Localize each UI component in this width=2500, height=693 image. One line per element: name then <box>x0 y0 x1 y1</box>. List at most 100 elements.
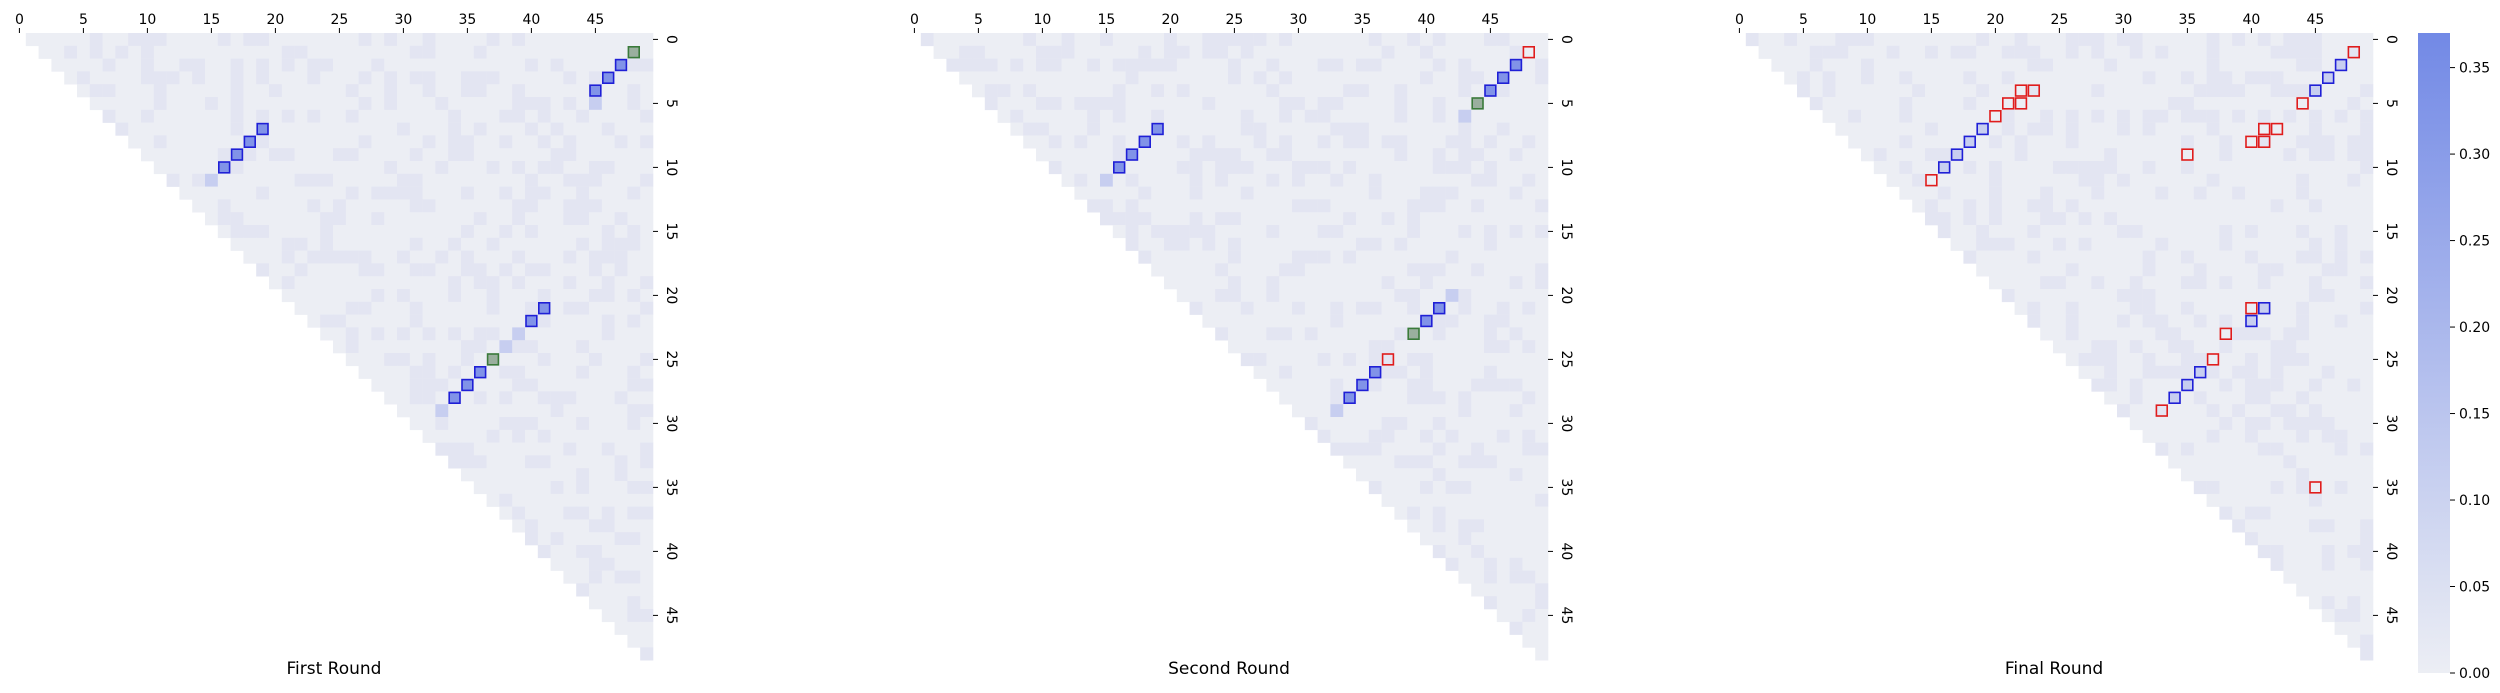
heatmap-cell <box>307 58 321 72</box>
heatmap-cell <box>1989 276 2003 290</box>
heatmap-cell <box>2065 289 2079 303</box>
heatmap-cell <box>2168 263 2182 277</box>
heatmap-cell <box>1496 506 1510 520</box>
heatmap-cell <box>409 33 423 47</box>
heatmap-cell <box>1189 237 1203 251</box>
heatmap-cell <box>627 327 641 341</box>
heatmap-cell <box>499 378 513 392</box>
heatmap-cell <box>2309 481 2323 495</box>
heatmap-cell <box>2129 135 2143 149</box>
heatmap-cell <box>1330 186 1344 200</box>
heatmap-cell <box>1432 71 1446 85</box>
heatmap-cell <box>1471 71 1485 85</box>
heatmap-cell <box>2270 506 2284 520</box>
heatmap-cell <box>1394 161 1408 175</box>
heatmap-cell <box>1330 173 1344 187</box>
heatmap-cell <box>1912 109 1926 123</box>
heatmap-cell <box>2206 340 2220 354</box>
heatmap-cell <box>2168 250 2182 264</box>
heatmap-cell <box>2155 225 2169 239</box>
heatmap-cell <box>2053 71 2067 85</box>
heatmap-cell <box>2347 161 2361 175</box>
heatmap-cell <box>1330 161 1344 175</box>
heatmap-cell <box>2155 33 2169 47</box>
heatmap-cell <box>2001 33 2015 47</box>
heatmap-cell <box>2245 263 2259 277</box>
heatmap-cell <box>397 250 411 264</box>
heatmap-cell <box>1522 250 1536 264</box>
heatmap-cell <box>269 212 283 226</box>
heatmap-cell <box>1496 609 1510 623</box>
heatmap-cell <box>473 135 487 149</box>
heatmap-cell <box>563 532 577 546</box>
heatmap-cell <box>269 33 283 47</box>
heatmap-cell <box>550 493 564 507</box>
heatmap-cell <box>1535 647 1549 661</box>
heatmap-cell <box>2040 250 2054 264</box>
heatmap-cell <box>2053 122 2067 136</box>
heatmap-cell <box>345 109 359 123</box>
heatmap-cell <box>128 33 142 47</box>
heatmap-cell <box>486 301 500 315</box>
heatmap-cell <box>448 58 462 72</box>
heatmap-cell <box>499 161 513 175</box>
heatmap-cell <box>1394 506 1408 520</box>
heatmap-cell <box>115 58 129 72</box>
heatmap-cell <box>2283 519 2297 533</box>
heatmap-cell <box>2104 353 2118 367</box>
heatmap-cell <box>1989 199 2003 213</box>
heatmap-cell <box>1356 468 1370 482</box>
heatmap-cell <box>1304 327 1318 341</box>
heatmap-cell <box>2321 250 2335 264</box>
heatmap-cell <box>1989 173 2003 187</box>
heatmap-cell <box>2245 237 2259 251</box>
heatmap-cell <box>2129 186 2143 200</box>
heatmap-cell <box>397 301 411 315</box>
heatmap-cell <box>2001 84 2015 98</box>
heatmap-cell <box>371 340 385 354</box>
heatmap-cell <box>2347 58 2361 72</box>
heatmap-cell <box>2257 237 2271 251</box>
colorbar-tick-label: 0.20 <box>2459 320 2490 336</box>
heatmap-cell <box>1496 519 1510 533</box>
heatmap-cell <box>2027 199 2041 213</box>
heatmap-cell <box>2168 353 2182 367</box>
heatmap-cell <box>1848 33 1862 47</box>
heatmap-cell <box>537 506 551 520</box>
heatmap-cell <box>959 33 973 47</box>
heatmap-cell <box>1445 442 1459 456</box>
heatmap-cell <box>2245 391 2259 405</box>
heatmap-cell <box>1976 161 1990 175</box>
heatmap-cell <box>2283 173 2297 187</box>
heatmap-cell <box>1343 58 1357 72</box>
heatmap-cell <box>448 109 462 123</box>
heatmap-cell <box>627 71 641 85</box>
heatmap-cell <box>461 404 475 418</box>
heatmap-cell <box>576 58 590 72</box>
heatmap-cell <box>2091 378 2105 392</box>
heatmap-cell <box>2206 455 2220 469</box>
heatmap-cell <box>1100 199 1114 213</box>
heatmap-cell <box>435 199 449 213</box>
heatmap-cell <box>294 301 308 315</box>
heatmap-cell <box>2065 71 2079 85</box>
heatmap-cell <box>435 289 449 303</box>
y-tick-label: 0 <box>663 35 679 44</box>
heatmap-cell <box>1074 33 1088 47</box>
y-tick-label: 5 <box>663 99 679 108</box>
heatmap-cell <box>1899 84 1913 98</box>
heatmap-cell <box>576 199 590 213</box>
heatmap-cell <box>2053 58 2067 72</box>
heatmap-cell <box>1432 493 1446 507</box>
highlighted-cell-green <box>1471 97 1484 110</box>
heatmap-cell <box>1471 378 1485 392</box>
heatmap-cell <box>473 263 487 277</box>
heatmap-cell <box>1164 33 1178 47</box>
heatmap-cell <box>1509 212 1523 226</box>
heatmap-cell <box>2309 532 2323 546</box>
heatmap-cell <box>499 276 513 290</box>
heatmap-cell <box>2257 84 2271 98</box>
heatmap-cell <box>2283 225 2297 239</box>
heatmap-cell <box>1112 45 1126 59</box>
heatmap-cell <box>2027 212 2041 226</box>
